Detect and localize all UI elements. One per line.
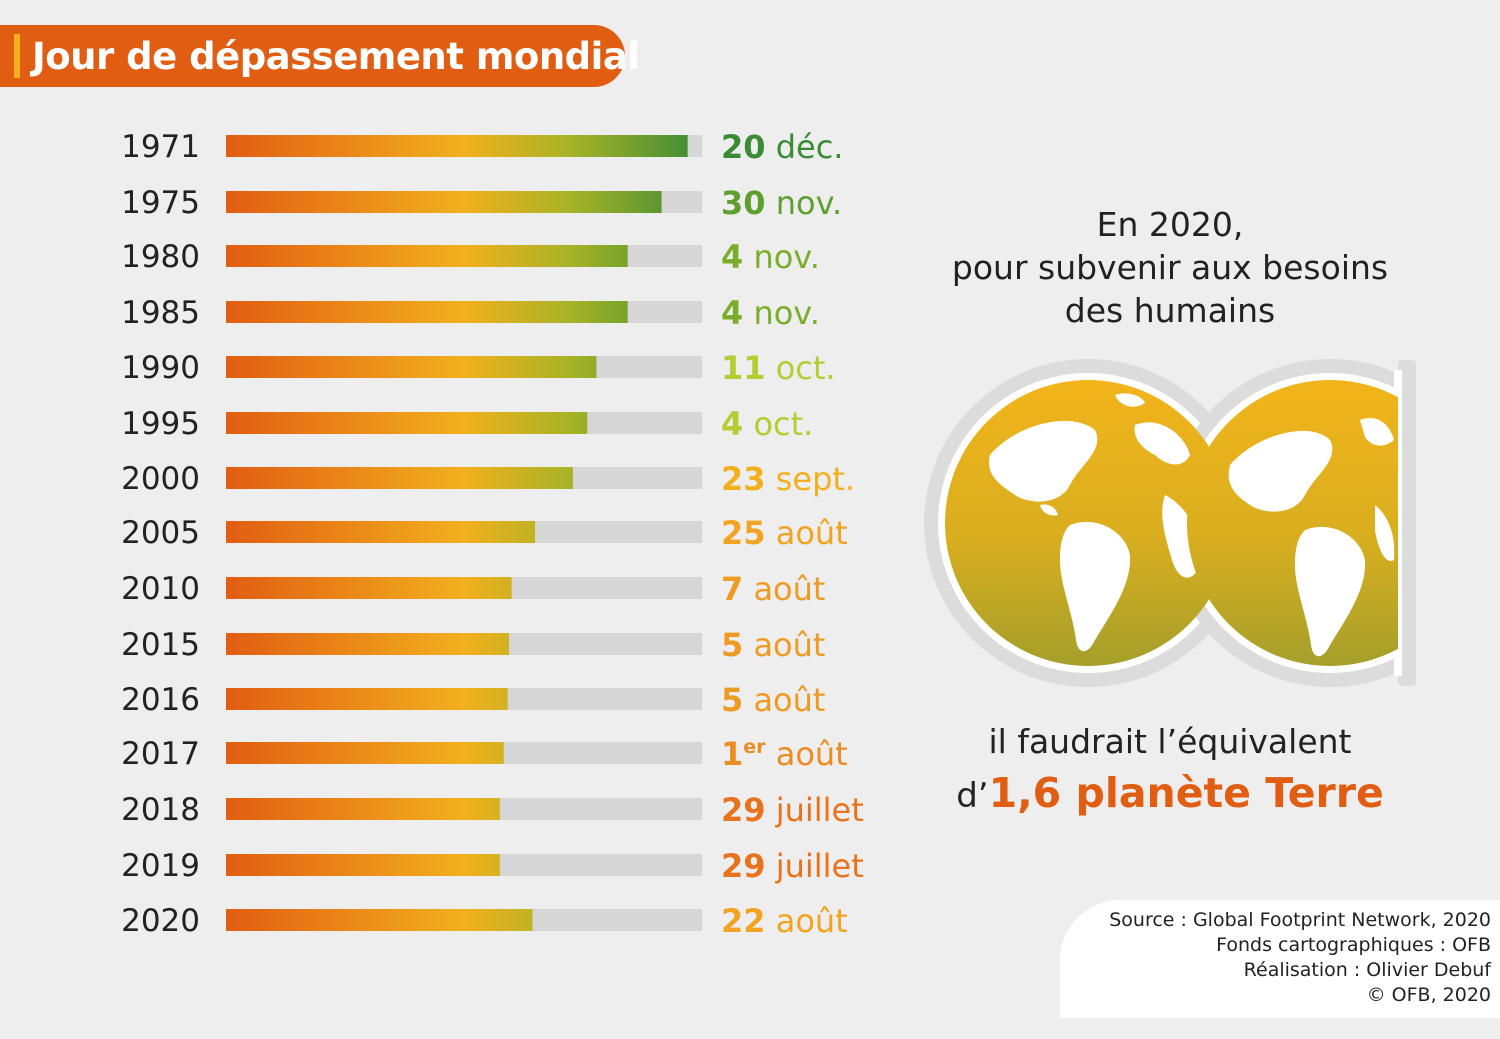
bar-1980 [226, 245, 628, 267]
bar-2019 [226, 854, 500, 876]
conclusion-block: il faudrait l’équivalent d’1,6 planète T… [920, 718, 1420, 823]
globe-partial-icon [1187, 380, 1398, 666]
date-label: 29 juillet [721, 847, 864, 885]
globe-cut-edge [1398, 360, 1416, 686]
bar-1971 [226, 135, 688, 157]
info-line-2: pour subvenir aux besoins [951, 248, 1389, 287]
credits-box: Source : Global Footprint Network, 2020 … [1060, 900, 1500, 1018]
year-label: 2020 [121, 903, 200, 939]
date-label: 29 juillet [721, 791, 864, 829]
planet-count-highlight: 1,6 planète Terre [988, 769, 1384, 817]
credit-author: Réalisation : Olivier Debuf [1243, 959, 1491, 981]
info-line-3: des humains [1064, 291, 1276, 330]
conclusion-line-1: il faudrait l’équivalent [988, 722, 1352, 761]
bar-2000 [226, 467, 573, 489]
title-accent-stripe [14, 34, 20, 78]
page-title: Jour de dépassement mondial [32, 35, 640, 78]
bar-2010 [226, 577, 512, 599]
year-label: 2018 [121, 792, 200, 828]
bar-2016 [226, 688, 508, 710]
date-label: 11 oct. [721, 349, 836, 387]
credit-basemap: Fonds cartographiques : OFB [1216, 934, 1491, 956]
date-label: 23 sept. [721, 460, 855, 498]
bar-2017 [226, 742, 504, 764]
bar-1990 [226, 356, 597, 378]
bar-2005 [226, 521, 536, 543]
date-label: 20 déc. [721, 128, 843, 166]
year-label: 2010 [121, 571, 200, 607]
bar-2015 [226, 633, 509, 655]
date-label: 25 août [721, 514, 848, 552]
bar-2020 [226, 909, 533, 931]
date-label: 1er août [721, 735, 848, 773]
date-label: 4 nov. [721, 294, 820, 332]
credit-copyright: © OFB, 2020 [1366, 984, 1491, 1006]
year-label: 1990 [121, 350, 200, 386]
date-label: 4 nov. [721, 238, 820, 276]
overshoot-bar-chart: 1971 20 déc. 1975 30 nov. 1980 4 nov. 1985 4 no… [121, 128, 864, 940]
globes-illustration [924, 359, 1416, 687]
year-label: 1980 [121, 239, 200, 275]
info-block: En 2020, pour subvenir aux besoins des h… [920, 203, 1420, 332]
year-label: 1985 [121, 295, 200, 331]
date-label: 5 août [721, 681, 825, 719]
year-label: 1971 [121, 129, 200, 165]
date-label: 30 nov. [721, 184, 842, 222]
year-label: 2019 [121, 848, 200, 884]
year-label: 2005 [121, 515, 200, 551]
globe-icon [945, 380, 1231, 666]
date-label: 7 août [721, 570, 825, 608]
conclusion-prefix: d’ [956, 776, 989, 816]
year-label: 2015 [121, 627, 200, 663]
conclusion-line-2: d’1,6 planète Terre [920, 766, 1420, 823]
year-label: 1995 [121, 406, 200, 442]
date-label: 4 oct. [721, 405, 813, 443]
bar-2018 [226, 798, 500, 820]
bar-1975 [226, 191, 662, 213]
info-line-1: En 2020, [1096, 205, 1244, 244]
year-label: 1975 [121, 185, 200, 221]
date-label: 5 août [721, 626, 825, 664]
bar-1985 [226, 301, 628, 323]
title-banner [0, 25, 625, 87]
year-label: 2017 [121, 736, 200, 772]
year-label: 2016 [121, 682, 200, 718]
year-label: 2000 [121, 461, 200, 497]
credit-source: Source : Global Footprint Network, 2020 [1109, 909, 1491, 931]
bar-1995 [226, 412, 588, 434]
date-label: 22 août [721, 902, 848, 940]
